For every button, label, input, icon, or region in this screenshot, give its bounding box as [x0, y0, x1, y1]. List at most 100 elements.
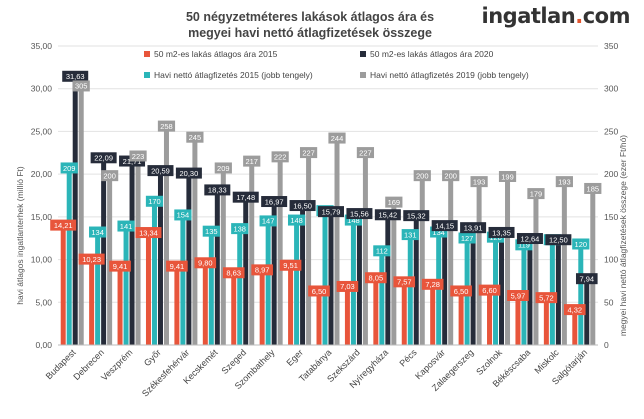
- x-tick-label: Győr: [142, 347, 163, 368]
- bar-2: [470, 226, 476, 345]
- y2-tick-label: 250: [604, 126, 618, 136]
- data-label: 112: [376, 247, 388, 256]
- bar-3: [135, 154, 141, 345]
- data-label: 7,28: [425, 280, 440, 289]
- bar-1: [66, 166, 72, 345]
- data-label-box: [62, 70, 89, 82]
- bar-2: [328, 210, 334, 345]
- data-label-box: [232, 191, 259, 203]
- data-label: 223: [132, 152, 145, 161]
- data-label: 217: [245, 157, 258, 166]
- data-label: 9,41: [113, 262, 128, 271]
- data-label: 170: [148, 197, 161, 206]
- legend-label: 50 m2-es lakás átlagos ára 2015: [154, 49, 278, 59]
- data-label-box: [279, 259, 302, 271]
- chart-title-line2: megyei havi nettó átlagfizetések összege: [188, 26, 432, 40]
- bar-3: [590, 186, 596, 345]
- bar-1: [407, 233, 413, 345]
- bar-2: [72, 74, 78, 345]
- data-label-box: [287, 214, 306, 226]
- data-label-box: [470, 176, 488, 188]
- bar-2: [243, 195, 249, 345]
- data-label-box: [344, 214, 363, 226]
- data-label: 138: [233, 224, 246, 233]
- data-label-box: [442, 170, 460, 182]
- brand-suffix: com: [582, 4, 631, 28]
- x-tick-label: Eger: [284, 347, 305, 368]
- bar-2: [186, 171, 192, 345]
- bar-1: [95, 230, 101, 345]
- legend-swatch: [144, 51, 150, 57]
- data-label: 141: [120, 222, 133, 231]
- data-label: 8,63: [226, 269, 241, 278]
- legend-swatch: [360, 51, 366, 57]
- data-label: 6,60: [482, 286, 497, 295]
- bar-0: [89, 257, 95, 345]
- data-label-box: [145, 195, 164, 207]
- y2-tick-label: 50: [604, 297, 614, 307]
- data-label: 147: [262, 217, 275, 226]
- bar-2: [555, 238, 561, 345]
- data-label: 131: [404, 230, 417, 239]
- bar-1: [265, 219, 271, 345]
- data-label-box: [259, 215, 277, 227]
- data-label-box: [50, 219, 77, 231]
- data-label: 20,30: [180, 169, 199, 178]
- bar-3: [448, 174, 454, 345]
- bar-2: [356, 212, 362, 345]
- data-label-box: [413, 170, 431, 182]
- bar-2: [101, 156, 107, 345]
- data-label-box: [431, 220, 458, 232]
- data-label: 179: [530, 189, 543, 198]
- bar-0: [60, 223, 66, 345]
- data-label: 4,32: [567, 305, 582, 314]
- bar-1: [578, 242, 584, 345]
- data-label-box: [318, 206, 344, 218]
- data-label: 127: [461, 234, 474, 243]
- data-label: 5,72: [539, 293, 554, 302]
- data-label: 200: [444, 171, 457, 180]
- data-label-box: [545, 234, 572, 246]
- data-label: 193: [558, 177, 571, 186]
- bar-3: [334, 136, 340, 345]
- bar-2: [584, 277, 590, 345]
- data-label-box: [403, 210, 430, 222]
- y2-tick-label: 300: [604, 84, 618, 94]
- data-label-box: [401, 229, 419, 241]
- data-label: 6,50: [454, 287, 469, 296]
- bar-3: [220, 166, 226, 345]
- data-label-box: [243, 155, 261, 167]
- bar-0: [344, 284, 350, 345]
- data-label: 209: [217, 164, 230, 173]
- bar-1: [208, 229, 214, 345]
- data-label-box: [373, 245, 391, 257]
- data-label: 200: [103, 171, 116, 180]
- data-label: 16,97: [265, 197, 284, 206]
- data-label-box: [478, 284, 501, 296]
- data-label-box: [231, 223, 249, 235]
- data-label-box: [346, 208, 373, 220]
- bar-0: [430, 282, 436, 345]
- bar-3: [561, 180, 567, 345]
- y-tick-label: 5,00: [35, 297, 52, 307]
- bar-3: [362, 151, 368, 345]
- data-label-box: [204, 184, 231, 196]
- data-label-box: [527, 188, 545, 200]
- data-label: 227: [302, 148, 315, 157]
- data-label: 12,50: [549, 236, 568, 245]
- data-label-box: [308, 285, 330, 297]
- data-label-box: [72, 80, 90, 92]
- data-label-box: [60, 162, 78, 174]
- data-label: 9,80: [198, 259, 213, 268]
- legend-label: Havi nettó átlagfizetés 2015 (jobb tenge…: [154, 70, 313, 80]
- data-label: 135: [205, 227, 218, 236]
- bar-3: [249, 159, 255, 345]
- bar-1: [237, 227, 243, 345]
- data-label: 12,64: [521, 234, 540, 243]
- data-label: 7,03: [340, 282, 355, 291]
- legend-swatch: [144, 72, 150, 78]
- data-label-box: [186, 131, 204, 143]
- bar-3: [419, 174, 425, 345]
- bar-1: [151, 199, 157, 345]
- bar-0: [145, 231, 151, 345]
